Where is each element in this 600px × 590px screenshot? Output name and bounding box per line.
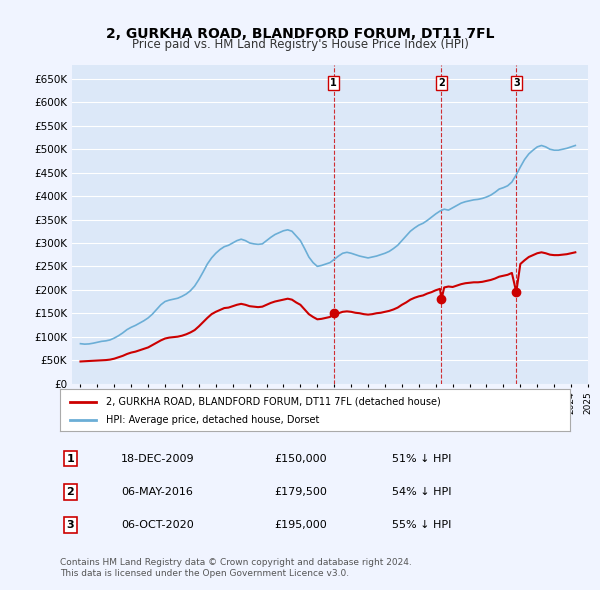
Text: £179,500: £179,500: [274, 487, 327, 497]
Text: £150,000: £150,000: [274, 454, 327, 464]
Text: 1: 1: [67, 454, 74, 464]
Text: Price paid vs. HM Land Registry's House Price Index (HPI): Price paid vs. HM Land Registry's House …: [131, 38, 469, 51]
Text: HPI: Average price, detached house, Dorset: HPI: Average price, detached house, Dors…: [106, 415, 319, 425]
Text: 2: 2: [67, 487, 74, 497]
Text: 54% ↓ HPI: 54% ↓ HPI: [392, 487, 451, 497]
Text: This data is licensed under the Open Government Licence v3.0.: This data is licensed under the Open Gov…: [60, 569, 349, 578]
Text: 55% ↓ HPI: 55% ↓ HPI: [392, 520, 451, 530]
Text: 3: 3: [67, 520, 74, 530]
Text: 06-MAY-2016: 06-MAY-2016: [121, 487, 193, 497]
Text: 51% ↓ HPI: 51% ↓ HPI: [392, 454, 451, 464]
Text: 2, GURKHA ROAD, BLANDFORD FORUM, DT11 7FL: 2, GURKHA ROAD, BLANDFORD FORUM, DT11 7F…: [106, 27, 494, 41]
Text: 1: 1: [330, 78, 337, 88]
Text: 2, GURKHA ROAD, BLANDFORD FORUM, DT11 7FL (detached house): 2, GURKHA ROAD, BLANDFORD FORUM, DT11 7F…: [106, 397, 440, 407]
Text: Contains HM Land Registry data © Crown copyright and database right 2024.: Contains HM Land Registry data © Crown c…: [60, 558, 412, 566]
Text: 06-OCT-2020: 06-OCT-2020: [121, 520, 194, 530]
Text: 18-DEC-2009: 18-DEC-2009: [121, 454, 195, 464]
Text: £195,000: £195,000: [274, 520, 327, 530]
Text: 3: 3: [513, 78, 520, 88]
Text: 2: 2: [438, 78, 445, 88]
